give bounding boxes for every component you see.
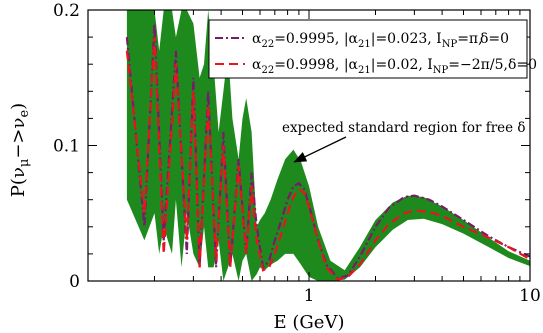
series-line-2 <box>125 37 530 281</box>
y-tick-label: 0.2 <box>53 1 80 21</box>
y-tick-label: 0.1 <box>53 137 80 157</box>
x-tick-label: 1 <box>304 286 315 306</box>
legend-1-a22: =0.9995, |α <box>274 31 358 47</box>
legend: α22=0.9995, |α21|=0.023, INP=π,δ=0 α22=0… <box>208 19 537 79</box>
legend-2-delta: δ=0 <box>508 57 537 73</box>
x-tick-label: 10 <box>519 286 541 306</box>
annotation-text: expected standard region for free δ <box>282 120 526 136</box>
legend-2-a22: =0.9998, |α <box>274 57 358 73</box>
series-layer <box>125 23 530 281</box>
legend-1-np: =π, <box>457 31 482 47</box>
legend-2-np: =−2π/5, <box>448 57 508 73</box>
annotation-arrow <box>293 136 347 163</box>
legend-2-a21: |=0.02, I <box>371 57 433 73</box>
legend-label-series-2: α22=0.9998, |α21|=0.02, INP=−2π/5,δ=0 <box>252 57 537 76</box>
legend-box <box>208 19 528 79</box>
y-tick-label: 0 <box>69 272 80 292</box>
legend-1-delta: δ=0 <box>480 31 509 47</box>
x-axis-label: E (GeV) <box>274 312 345 333</box>
y-axis-label: P(νμ−>νe) <box>8 103 32 197</box>
legend-1-a21: |=0.023, I <box>371 31 442 47</box>
tick-layer: 1 10 0 0.1 0.2 <box>53 1 541 306</box>
